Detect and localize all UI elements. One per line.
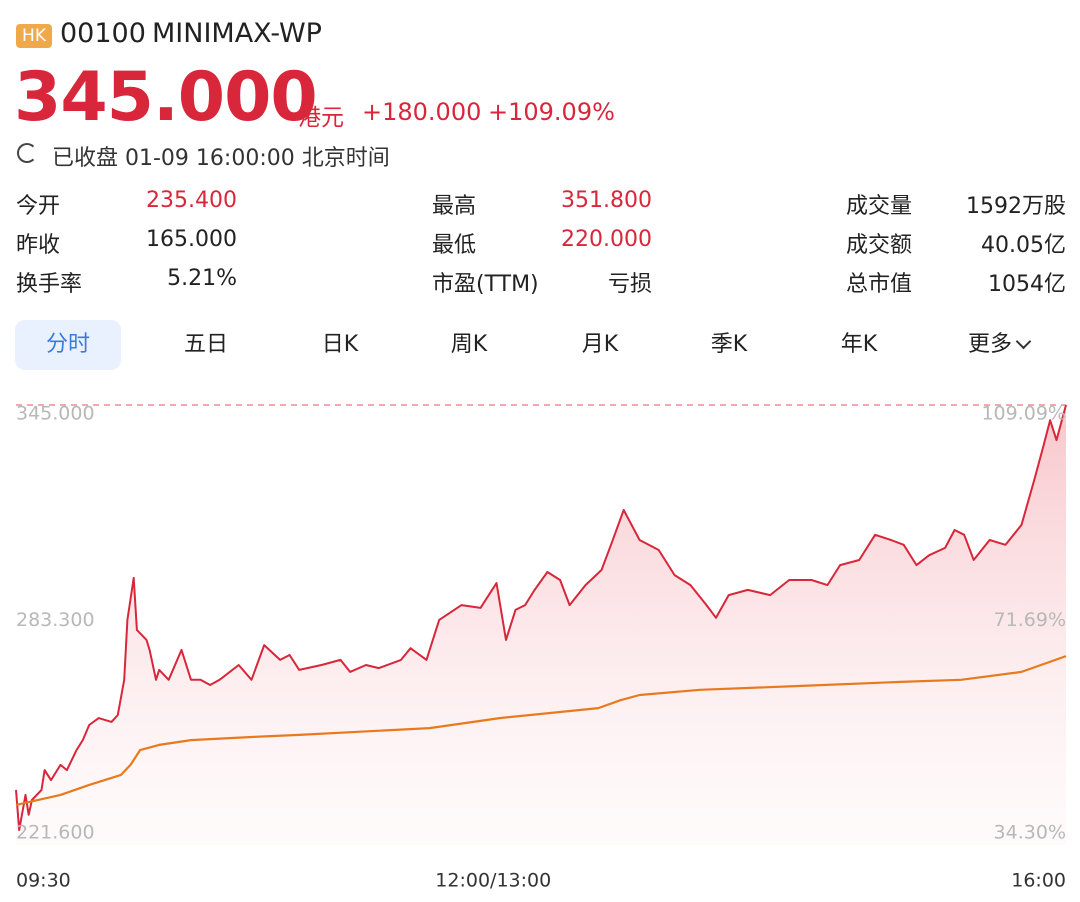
market-badge: HK: [16, 24, 52, 48]
change-percent: +109.09%: [488, 98, 615, 126]
tab[interactable]: 日K: [321, 332, 359, 357]
tab[interactable]: 五日: [183, 332, 228, 357]
stat-label: 昨收: [16, 233, 61, 258]
price: 345.000: [14, 58, 318, 137]
stat-value: 40.05亿: [981, 233, 1066, 258]
stat-value: 亏损: [607, 272, 652, 297]
tab[interactable]: 季K: [710, 332, 748, 357]
tab[interactable]: 更多: [967, 332, 1012, 357]
stat-label: 换手率: [16, 272, 83, 297]
stat-value: 1592万股: [966, 194, 1066, 219]
status-icon: [17, 143, 37, 163]
stat-value: 1054亿: [988, 272, 1066, 297]
tab[interactable]: 周K: [450, 332, 488, 357]
stat-value: 235.400: [146, 188, 237, 213]
stat-label: 今开: [16, 194, 61, 219]
y-tick-label: 221.600: [16, 822, 95, 844]
change: +180.000: [362, 98, 482, 126]
stock-name: MINIMAX-WP: [152, 18, 322, 49]
tab[interactable]: 分时: [15, 320, 121, 370]
currency: 港元: [298, 105, 344, 131]
y2-tick-label: 34.30%: [994, 822, 1066, 844]
market-status: 已收盘 01-09 16:00:00 北京时间: [52, 146, 390, 171]
stat-value: 5.21%: [167, 266, 237, 291]
x-tick-label: 16:00: [1011, 870, 1066, 892]
tab[interactable]: 月K: [581, 332, 619, 357]
stat-label: 最低: [432, 233, 477, 258]
price-line: [15, 404, 1067, 831]
y2-tick-label: 71.69%: [994, 609, 1066, 631]
stat-value: 165.000: [146, 227, 237, 252]
y-tick-label: 283.300: [16, 609, 95, 631]
x-tick-label: 09:30: [16, 870, 71, 892]
stat-value: 351.800: [561, 188, 652, 213]
stat-label: 成交额: [846, 233, 913, 258]
stat-value: 220.000: [561, 227, 652, 252]
x-tick-label: 12:00/13:00: [435, 870, 551, 892]
average-line: [15, 655, 1067, 806]
stock-code: 00100: [60, 18, 146, 49]
stat-label: 最高: [432, 194, 477, 219]
y2-tick-label: 109.09%: [981, 403, 1066, 425]
stat-label: 成交量: [846, 194, 913, 219]
stat-label: 市盈(TTM): [432, 272, 539, 297]
tab[interactable]: 年K: [840, 332, 878, 357]
price-area: [16, 405, 1066, 845]
stat-label: 总市值: [846, 272, 913, 297]
y-tick-label: 345.000: [16, 403, 95, 425]
